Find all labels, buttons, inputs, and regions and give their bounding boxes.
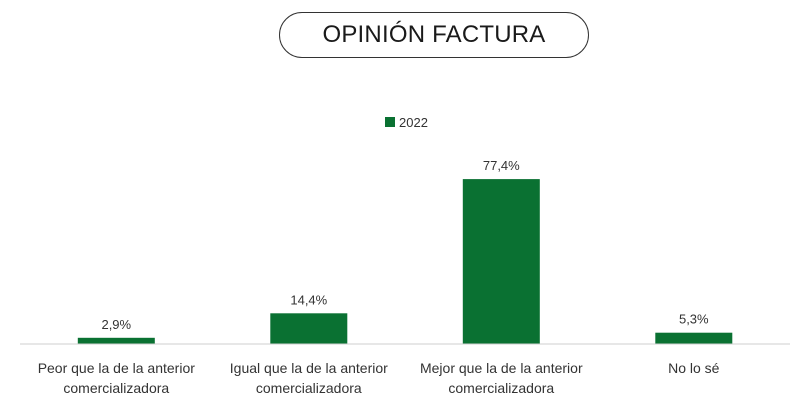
x-tick-label-2: Igual que la de la anterior comercializad…: [230, 360, 388, 396]
x-tick-label-1: Peor que la de la anterior comercializado…: [38, 360, 196, 396]
legend-swatch-2022: [385, 117, 395, 127]
chart-title: OPINIÓN FACTURA: [279, 12, 589, 58]
data-label-4: 5,3%: [679, 312, 709, 327]
data-label-2: 14,4%: [290, 292, 327, 307]
x-axis: Peor que la de la anterior comercializado…: [20, 343, 790, 396]
bar-2: [270, 313, 348, 344]
bar-1: [77, 337, 155, 344]
legend: 2022: [385, 115, 428, 130]
data-label-3: 77,4%: [483, 158, 520, 173]
x-tick-label-4: No lo sé: [668, 360, 720, 376]
bar-3: [462, 179, 540, 344]
data-labels-group: 2,9% 14,4% 77,4% 5,3%: [101, 158, 709, 332]
data-label-1: 2,9%: [101, 317, 131, 332]
legend-label-2022: 2022: [399, 115, 428, 130]
bars-group: [77, 179, 733, 344]
bar-4: [655, 332, 733, 344]
x-tick-label-3: Mejor que la de la anterior comercializad…: [420, 360, 583, 396]
